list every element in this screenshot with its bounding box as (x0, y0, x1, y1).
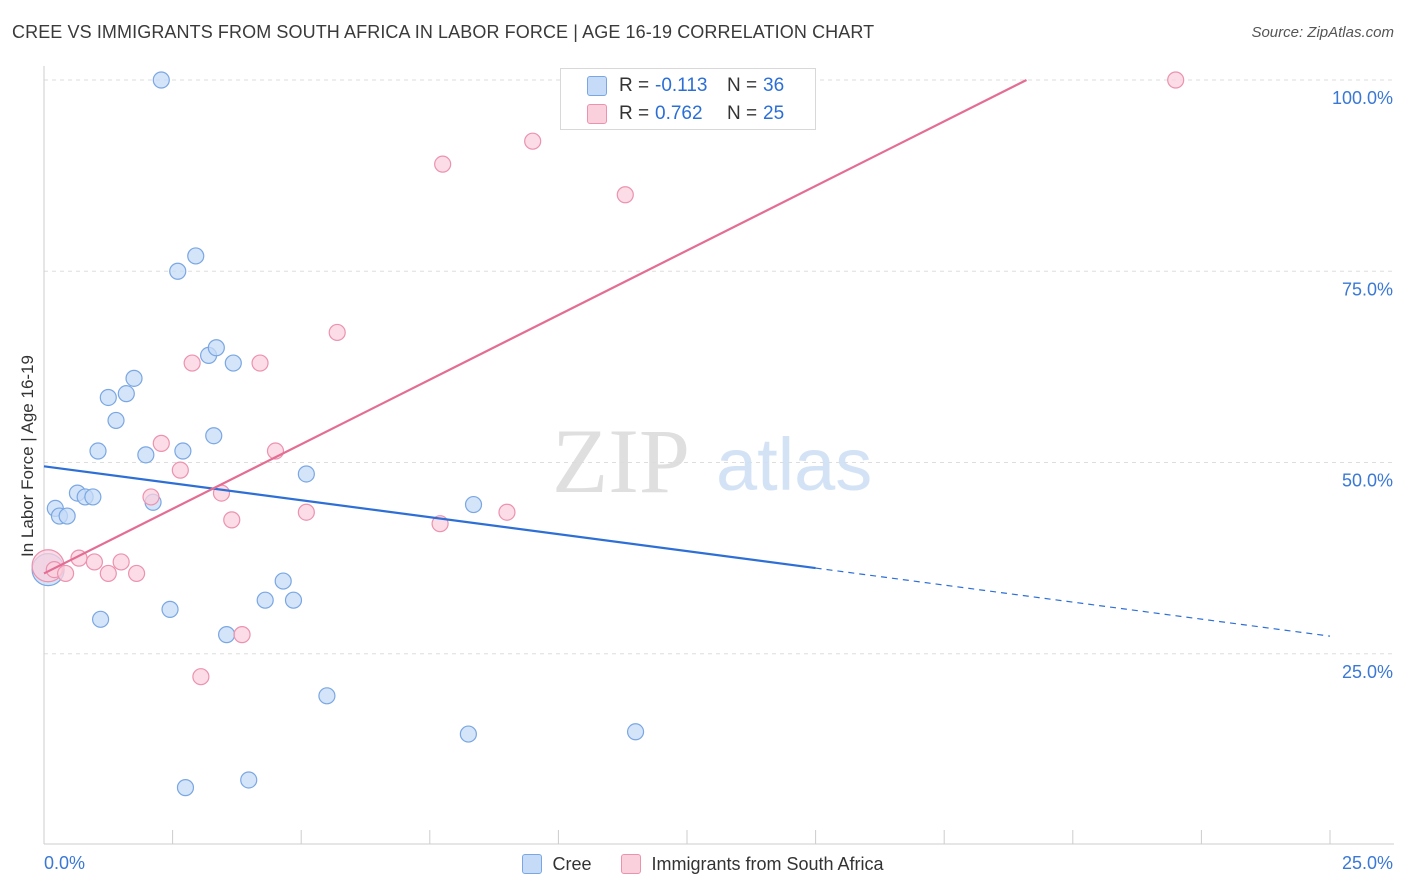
gridlines (44, 79, 1394, 655)
cree-point (297, 465, 315, 483)
y-tick-label: 50.0% (1342, 471, 1393, 491)
cree-point (464, 495, 483, 514)
y-tick-labels: 25.0% 50.0% 75.0% 100.0% (1332, 88, 1393, 682)
south-africa-swatch (587, 104, 607, 124)
legend-item-cree[interactable]: Cree (522, 850, 591, 878)
y-tick-label: 100.0% (1332, 88, 1393, 108)
cree-point (84, 488, 102, 506)
y-tick-label: 25.0% (1342, 662, 1393, 682)
south-africa-point (498, 503, 516, 521)
south-africa-point (233, 626, 251, 644)
south-africa-point (152, 434, 170, 452)
cree-point (58, 507, 76, 525)
south-africa-point (171, 461, 189, 479)
south-africa-point (251, 354, 269, 372)
cree-point (318, 687, 336, 705)
y-tick-label: 75.0% (1342, 279, 1393, 299)
n-value-south-africa: 25 (763, 103, 785, 124)
cree-point (224, 354, 242, 372)
watermark: ZIP atlas (552, 410, 872, 512)
south-africa-point (223, 511, 241, 529)
south-africa-point (57, 564, 75, 583)
cree-point (169, 262, 187, 280)
watermark-zip: ZIP (552, 410, 690, 512)
south-africa-swatch (621, 854, 642, 874)
series-legend: Cree Immigrants from South Africa (0, 850, 1406, 878)
r-value-cree: -0.113 (655, 75, 708, 96)
cree-point (274, 572, 292, 590)
cree-point (256, 591, 274, 609)
south-africa-point (616, 186, 634, 204)
x-tick-label-min: 0.0% (44, 853, 85, 873)
cree-point (99, 388, 117, 407)
cree-point (626, 723, 645, 741)
cree-point (91, 610, 110, 628)
cree-point (125, 369, 143, 387)
south-africa-point (328, 323, 346, 342)
watermark-atlas: atlas (716, 423, 872, 506)
r-label: R = (619, 103, 650, 124)
cree-swatch (522, 854, 543, 874)
cree-point (207, 339, 225, 357)
x-tick-label-max: 25.0% (1342, 853, 1393, 873)
data-points (31, 71, 1185, 797)
south-africa-point (434, 155, 452, 173)
cree-trendline (43, 465, 816, 570)
cree-point (89, 442, 107, 460)
chart-title: CREE VS IMMIGRANTS FROM SOUTH AFRICA IN … (12, 22, 875, 42)
south-africa-trendline (43, 79, 1027, 575)
cree-swatch (587, 76, 607, 96)
stat-row-cree: R = -0.113 N = 36 (561, 73, 784, 99)
cree-point (107, 411, 125, 430)
south-africa-point (1167, 71, 1185, 89)
cree-point (284, 591, 303, 609)
south-africa-point (524, 132, 542, 150)
cree-point (459, 725, 477, 743)
south-africa-point (297, 503, 315, 521)
legend-label-cree: Cree (552, 853, 592, 874)
cree-point (117, 385, 135, 403)
n-value-cree: 36 (763, 75, 785, 96)
axes (43, 66, 1394, 845)
cree-point (218, 626, 236, 644)
cree-point (240, 771, 258, 789)
cree-point (137, 446, 155, 464)
correlation-legend: R = -0.113 N = 36 R = 0.762 N = 25 (560, 68, 816, 130)
south-africa-point (142, 488, 160, 506)
legend-item-south-africa[interactable]: Immigrants from South Africa (621, 850, 884, 878)
trendlines (43, 79, 1331, 637)
cree-point (205, 427, 223, 445)
x-tick-labels: 0.0% 25.0% (44, 853, 1393, 873)
stat-row-south-africa: R = 0.762 N = 25 (561, 101, 784, 127)
legend-label-south-africa: Immigrants from South Africa (651, 853, 884, 874)
south-africa-point (99, 564, 117, 583)
cree-point (174, 442, 192, 460)
r-value-south-africa: 0.762 (655, 103, 703, 124)
cree-point (161, 600, 179, 618)
south-africa-point (112, 553, 130, 571)
cree-point (152, 71, 170, 89)
cree-point (176, 779, 195, 797)
cree-trendline-extension (815, 567, 1331, 637)
y-axis-label: In Labor Force | Age 16-19 (18, 355, 37, 557)
r-label: R = (619, 75, 650, 96)
n-label: N = (727, 103, 758, 124)
south-africa-point (192, 668, 210, 686)
source-label: Source: ZipAtlas.com (1251, 24, 1394, 41)
south-africa-point (183, 354, 201, 372)
n-label: N = (727, 75, 758, 96)
south-africa-point (85, 553, 104, 571)
south-africa-point (127, 564, 146, 583)
cree-point (187, 247, 205, 265)
